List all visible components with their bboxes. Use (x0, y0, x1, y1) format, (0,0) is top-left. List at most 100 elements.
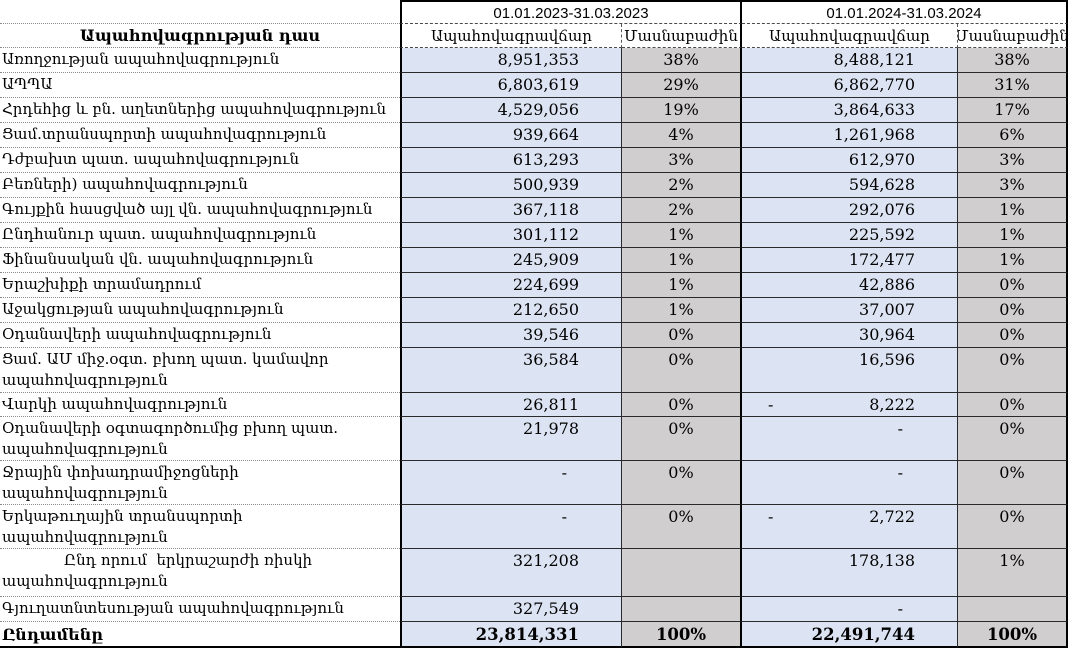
share-2024-cell[interactable]: 6% (958, 123, 1068, 148)
share-2023-cell[interactable]: 19% (622, 98, 742, 123)
share-2023-cell[interactable]: 0% (622, 417, 742, 461)
premium-2024-cell[interactable]: 30,964 (742, 323, 958, 348)
row-label-cell[interactable]: Ընդ որում երկրաշարժի ռիսկի ապահովագրությո… (0, 549, 400, 597)
premium-2024-cell[interactable]: - (742, 597, 958, 622)
share-2023-cell[interactable]: 1% (622, 248, 742, 273)
premium-2024-cell[interactable]: - (742, 417, 958, 461)
row-label-cell[interactable]: Ֆինանսական վն. ապահովագրություն (0, 248, 400, 273)
row-label-cell[interactable]: Դժբախտ պատ. ապահովագրություն (0, 148, 400, 173)
share-2024-cell[interactable]: 1% (958, 223, 1068, 248)
premium-2023-cell[interactable]: 939,664 (400, 123, 622, 148)
premium-2024-cell[interactable]: 37,007 (742, 298, 958, 323)
row-label-cell[interactable]: Երաշխիքի տրամադրում (0, 273, 400, 298)
share-2024-cell[interactable]: 17% (958, 98, 1068, 123)
premium-2023-cell[interactable]: 224,699 (400, 273, 622, 298)
premium-2023-cell[interactable]: 212,650 (400, 298, 622, 323)
period-2023-header[interactable]: 01.01.2023-31.03.2023 (400, 0, 742, 24)
premium-2023-cell[interactable]: 4,529,056 (400, 98, 622, 123)
row-label-cell[interactable]: Ցամ.տրանսպորտի ապահովագրություն (0, 123, 400, 148)
row-label-cell[interactable]: Երկաթուղային տրանսպորտի ապահովագրություն (0, 505, 400, 549)
premium-2023-cell[interactable]: 8,951,353 (400, 48, 622, 73)
share-2024-cell[interactable]: 1% (958, 549, 1068, 597)
premium-2023-cell[interactable]: 301,112 (400, 223, 622, 248)
premium-2024-cell[interactable]: 172,477 (742, 248, 958, 273)
row-label-cell[interactable]: Աջակցության ապահովագրություն (0, 298, 400, 323)
premium-2024-cell[interactable]: 16,596 (742, 348, 958, 393)
share-2023-subheader[interactable]: Մասնաբաժին (622, 24, 742, 48)
share-2023-cell[interactable]: 29% (622, 73, 742, 98)
premium-2023-cell[interactable]: 245,909 (400, 248, 622, 273)
premium-2024-cell[interactable]: 6,862,770 (742, 73, 958, 98)
premium-2024-cell[interactable]: 225,592 (742, 223, 958, 248)
share-2024-cell[interactable]: 3% (958, 173, 1068, 198)
row-label-cell[interactable]: ԱՊՊԱ (0, 73, 400, 98)
share-2024-cell[interactable]: 31% (958, 73, 1068, 98)
share-2024-cell[interactable]: 0% (958, 505, 1068, 549)
share-2024-cell[interactable] (958, 597, 1068, 622)
premium-2023-cell[interactable]: 26,811 (400, 393, 622, 417)
premium-2024-cell[interactable]: - 2,722 (742, 505, 958, 549)
premium-2024-cell[interactable]: 292,076 (742, 198, 958, 223)
premium-2023-cell[interactable]: 367,118 (400, 198, 622, 223)
premium-2024-cell[interactable]: 612,970 (742, 148, 958, 173)
share-2024-cell[interactable]: 38% (958, 48, 1068, 73)
total-share-2024-cell[interactable]: 100% (958, 622, 1068, 648)
premium-2023-cell[interactable]: 321,208 (400, 549, 622, 597)
total-share-2023-cell[interactable]: 100% (622, 622, 742, 648)
share-2024-subheader[interactable]: Մասնաբաժին (958, 24, 1068, 48)
share-2023-cell[interactable]: 0% (622, 505, 742, 549)
premium-2024-cell[interactable]: 3,864,633 (742, 98, 958, 123)
share-2023-cell[interactable]: 0% (622, 323, 742, 348)
premium-2024-cell[interactable]: - 8,222 (742, 393, 958, 417)
share-2024-cell[interactable]: 0% (958, 461, 1068, 505)
premium-2024-cell[interactable]: 8,488,121 (742, 48, 958, 73)
share-2024-cell[interactable]: 0% (958, 298, 1068, 323)
premium-2023-cell[interactable]: 613,293 (400, 148, 622, 173)
share-2023-cell[interactable]: 4% (622, 123, 742, 148)
share-2023-cell[interactable]: 0% (622, 393, 742, 417)
premium-2023-cell[interactable]: 39,546 (400, 323, 622, 348)
premium-2024-subheader[interactable]: Ապահովագրավճար (742, 24, 958, 48)
total-label-cell[interactable]: Ընդամենը (0, 622, 400, 648)
premium-2023-cell[interactable]: - (400, 461, 622, 505)
share-2023-cell[interactable]: 2% (622, 198, 742, 223)
row-label-cell[interactable]: Ջրային փոխադրամիջոցների ապահովագրություն (0, 461, 400, 505)
row-label-cell[interactable]: Առողջության ապահովագրություն (0, 48, 400, 73)
share-2024-cell[interactable]: 3% (958, 148, 1068, 173)
premium-2024-cell[interactable]: - (742, 461, 958, 505)
row-label-cell[interactable]: Գյուղատնտեսության ապահովագրություն (0, 597, 400, 622)
share-2023-cell[interactable]: 1% (622, 298, 742, 323)
row-label-cell[interactable]: Բեռների) ապահովագրություն (0, 173, 400, 198)
row-label-cell[interactable]: Օդանավերի օգտագործումից բխող պատ. ապահովա… (0, 417, 400, 461)
corner-cell[interactable] (0, 0, 400, 24)
share-2024-cell[interactable]: 0% (958, 348, 1068, 393)
row-label-cell[interactable]: Ընդհանուր պատ. ապահովագրություն (0, 223, 400, 248)
total-premium-2024-cell[interactable]: 22,491,744 (742, 622, 958, 648)
premium-2023-cell[interactable]: - (400, 505, 622, 549)
row-label-cell[interactable]: Գույքին հասցված այլ վն. ապահովագրություն (0, 198, 400, 223)
share-2024-cell[interactable]: 0% (958, 323, 1068, 348)
share-2024-cell[interactable]: 0% (958, 273, 1068, 298)
share-2023-cell[interactable]: 0% (622, 461, 742, 505)
share-2023-cell[interactable]: 2% (622, 173, 742, 198)
share-2024-cell[interactable]: 1% (958, 198, 1068, 223)
row-label-cell[interactable]: Վարկի ապահովագրություն (0, 393, 400, 417)
share-2023-cell[interactable]: 3% (622, 148, 742, 173)
share-2024-cell[interactable]: 1% (958, 248, 1068, 273)
total-premium-2023-cell[interactable]: 23,814,331 (400, 622, 622, 648)
premium-2024-cell[interactable]: 42,886 (742, 273, 958, 298)
premium-2023-cell[interactable]: 500,939 (400, 173, 622, 198)
row-label-cell[interactable]: Ցամ. ԱՄ միջ.օգտ. բխող պատ. կամավոր ապահով… (0, 348, 400, 393)
share-2023-cell[interactable]: 1% (622, 273, 742, 298)
premium-2023-cell[interactable]: 36,584 (400, 348, 622, 393)
row-label-cell[interactable]: Օդանավերի ապահովագրություն (0, 323, 400, 348)
share-2023-cell[interactable]: 1% (622, 223, 742, 248)
share-2024-cell[interactable]: 0% (958, 393, 1068, 417)
premium-2023-cell[interactable]: 21,978 (400, 417, 622, 461)
premium-2024-cell[interactable]: 594,628 (742, 173, 958, 198)
share-2024-cell[interactable]: 0% (958, 417, 1068, 461)
share-2023-cell[interactable] (622, 549, 742, 597)
premium-2023-cell[interactable]: 6,803,619 (400, 73, 622, 98)
share-2023-cell[interactable]: 0% (622, 348, 742, 393)
share-2023-cell[interactable]: 38% (622, 48, 742, 73)
